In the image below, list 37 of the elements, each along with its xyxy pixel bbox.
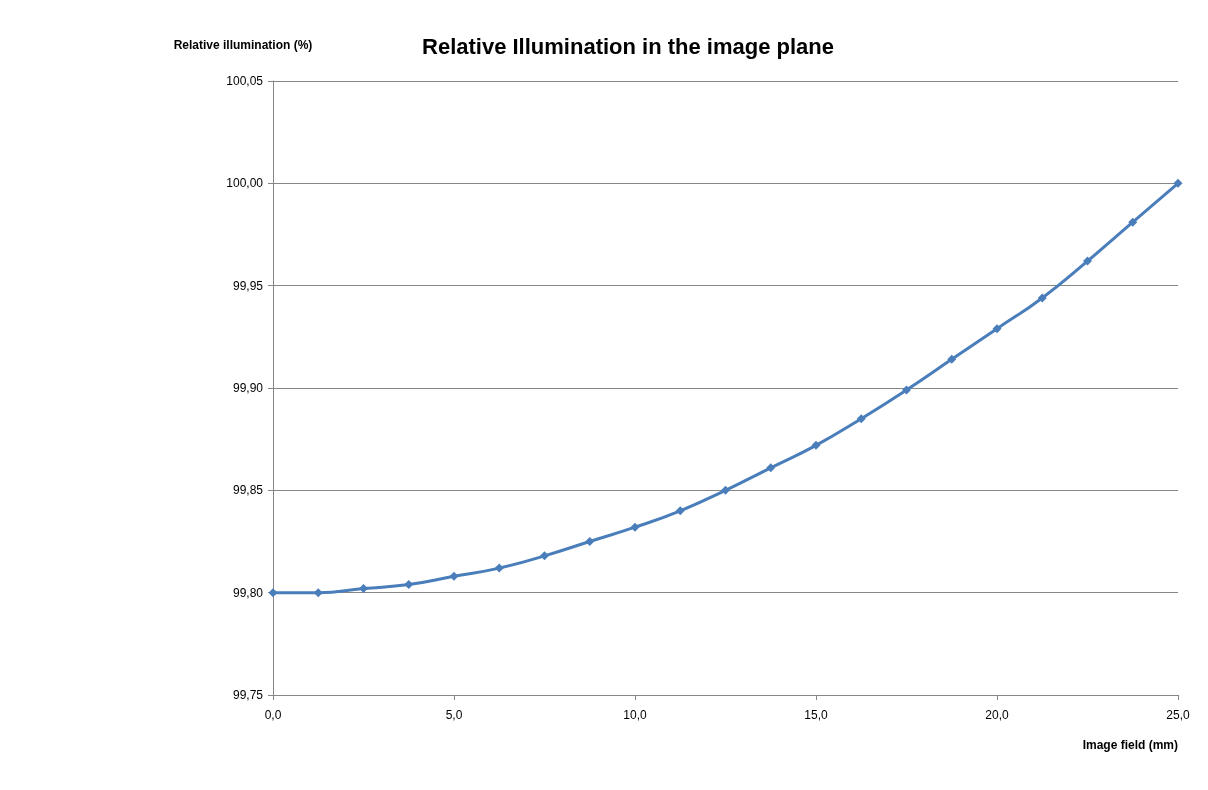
- point: [449, 571, 459, 581]
- point: [1083, 256, 1092, 266]
- point: [992, 324, 1002, 334]
- y-tick-label: 99,80: [232, 585, 264, 600]
- point: [675, 506, 685, 516]
- x-tick-label: 10,0: [623, 708, 647, 722]
- x-axis-title: Image field (mm): [1082, 738, 1178, 752]
- point: [494, 563, 504, 573]
- y-tick-label: 99,95: [232, 278, 264, 293]
- y-tick-label: 99,85: [232, 483, 264, 498]
- y-axis-title: Relative illumination (%): [173, 38, 313, 52]
- point: [947, 354, 957, 364]
- point: [721, 485, 730, 495]
- point: [1173, 178, 1183, 188]
- point: [902, 385, 911, 395]
- point: [1128, 217, 1138, 227]
- point: [630, 522, 640, 532]
- x-tick-label: 25,0: [1166, 708, 1190, 722]
- chart-title: Relative Illumination in the image plane: [422, 33, 834, 59]
- point: [404, 579, 414, 589]
- y-tick-label: 100,05: [226, 74, 264, 88]
- y-tick-label: 99,90: [232, 381, 264, 395]
- x-tick-label: 20,0: [985, 708, 1009, 722]
- x-tick-label: 15,0: [804, 708, 828, 722]
- x-tick-label: 0,0: [264, 708, 282, 722]
- point: [268, 588, 278, 598]
- point: [359, 584, 368, 594]
- x-tick-label: 5,0: [445, 708, 463, 722]
- point: [856, 414, 866, 424]
- y-tick-label: 99,75: [232, 688, 264, 702]
- y-tick-label: 100,00: [226, 176, 264, 191]
- point: [313, 588, 323, 598]
- point: [1037, 293, 1047, 303]
- point: [811, 440, 821, 450]
- point: [540, 551, 549, 561]
- point: [766, 463, 776, 473]
- point: [585, 537, 595, 546]
